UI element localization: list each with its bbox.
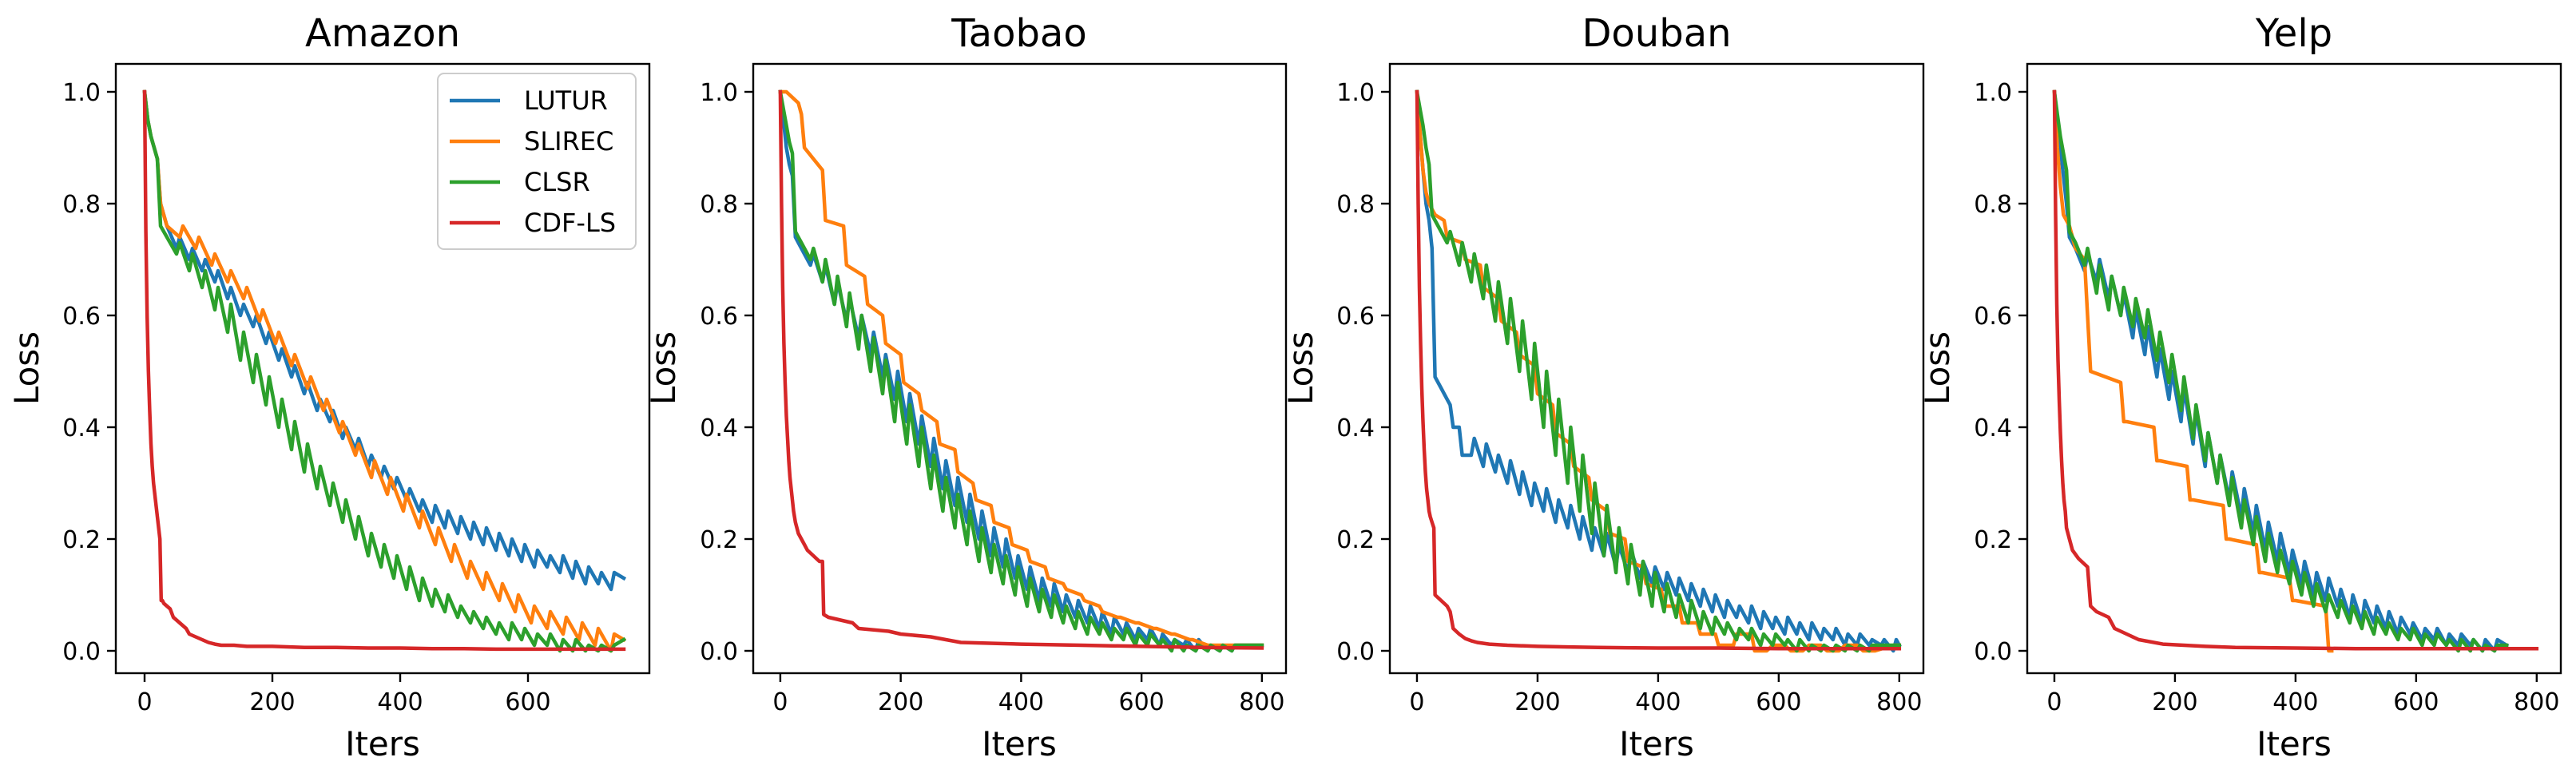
legend: LUTUR SLIREC CLSR CDF-LS bbox=[437, 73, 637, 250]
y-tick-label: 1.0 bbox=[62, 79, 101, 107]
x-axis-label: Iters bbox=[1619, 724, 1694, 763]
x-tick-label: 600 bbox=[2393, 688, 2439, 716]
y-tick-label: 1.0 bbox=[700, 79, 738, 107]
x-tick-label: 400 bbox=[1635, 688, 1681, 716]
y-tick-label: 0.4 bbox=[1974, 414, 2012, 442]
plot-area bbox=[142, 89, 627, 653]
y-tick-label: 0.4 bbox=[700, 414, 738, 442]
y-tick-label: 0.2 bbox=[62, 526, 101, 554]
plot-area bbox=[1415, 89, 1902, 653]
panel-title: Douban bbox=[1582, 11, 1731, 56]
y-tick-label: 0.8 bbox=[62, 191, 101, 219]
y-tick-label: 0.6 bbox=[1336, 303, 1375, 331]
tick-layer: 0 200 400 600 800 0.0 0.2 0.4 0.6 0.8 1.0 bbox=[1974, 79, 2559, 716]
x-tick-label: 400 bbox=[377, 688, 423, 716]
series-line-cdf-ls bbox=[1415, 89, 1902, 651]
series-line-lutur bbox=[142, 89, 627, 592]
x-tick-label: 600 bbox=[1118, 688, 1164, 716]
x-tick-label: 0 bbox=[2046, 688, 2062, 716]
series-line-slirec bbox=[142, 89, 627, 653]
x-tick-label: 600 bbox=[1756, 688, 1801, 716]
y-tick-label: 0.2 bbox=[700, 526, 738, 554]
y-tick-label: 0.6 bbox=[1974, 303, 2012, 331]
axes-frame bbox=[752, 62, 1288, 675]
panel-title: Amazon bbox=[305, 11, 460, 56]
x-axis-label: Iters bbox=[345, 724, 420, 763]
panel-douban: Douban Iters Loss 0 200 400 600 800 0.0 0.2 0.4… bbox=[1281, 11, 1925, 763]
y-tick-label: 0.8 bbox=[1336, 191, 1375, 219]
y-axis-label: Loss bbox=[1281, 331, 1320, 405]
plot-area bbox=[2052, 89, 2539, 653]
x-tick-label: 200 bbox=[249, 688, 295, 716]
legend-box bbox=[437, 73, 637, 250]
x-tick-label: 0 bbox=[137, 688, 152, 716]
series-line-cdf-ls bbox=[778, 89, 1264, 650]
y-tick-label: 0.0 bbox=[700, 638, 738, 666]
series-line-clsr bbox=[2052, 89, 2509, 653]
x-tick-label: 400 bbox=[998, 688, 1044, 716]
y-tick-label: 0.2 bbox=[1336, 526, 1375, 554]
y-tick-label: 0.6 bbox=[62, 303, 101, 331]
legend-label-clsr: CLSR bbox=[524, 167, 590, 197]
x-axis-label: Iters bbox=[2256, 724, 2332, 763]
plot-area bbox=[778, 89, 1264, 653]
y-tick-label: 0.8 bbox=[700, 191, 738, 219]
legend-label-slirec: SLIREC bbox=[524, 126, 613, 157]
tick-layer: 0 200 400 600 800 0.0 0.2 0.4 0.6 0.8 1.0 bbox=[1336, 79, 1922, 716]
axes-frame bbox=[114, 62, 651, 675]
y-tick-label: 0.6 bbox=[700, 303, 738, 331]
y-tick-label: 0.4 bbox=[62, 414, 101, 442]
axes-frame bbox=[2026, 62, 2562, 675]
x-tick-label: 200 bbox=[878, 688, 923, 716]
y-tick-label: 0.4 bbox=[1336, 414, 1375, 442]
series-line-clsr bbox=[1415, 89, 1902, 653]
legend-label-cdf-ls: CDF-LS bbox=[524, 208, 616, 238]
series-line-clsr bbox=[778, 89, 1264, 653]
x-tick-label: 200 bbox=[2152, 688, 2197, 716]
x-tick-label: 200 bbox=[1514, 688, 1560, 716]
axes-frame bbox=[1388, 62, 1925, 675]
y-tick-label: 0.0 bbox=[1974, 638, 2012, 666]
series-line-cdf-ls bbox=[2052, 89, 2539, 651]
y-tick-label: 1.0 bbox=[1336, 79, 1375, 107]
x-tick-label: 0 bbox=[1409, 688, 1424, 716]
series-line-slirec bbox=[778, 89, 1264, 648]
x-tick-label: 800 bbox=[1239, 688, 1284, 716]
tick-layer: 0 200 400 600 0.0 0.2 0.4 0.6 0.8 1.0 bbox=[62, 79, 550, 716]
x-axis-label: Iters bbox=[982, 724, 1057, 763]
y-tick-label: 0.2 bbox=[1974, 526, 2012, 554]
x-tick-label: 800 bbox=[1876, 688, 1922, 716]
panel-taobao: Taobao Iters Loss 0 200 400 600 800 0.0 0.2 0.4… bbox=[644, 11, 1288, 763]
panel-yelp: Yelp Iters Loss 0 200 400 600 800 0.0 0.2 0.4 0.… bbox=[1918, 11, 2562, 763]
y-axis-label: Loss bbox=[1918, 331, 1957, 405]
y-tick-label: 0.0 bbox=[1336, 638, 1375, 666]
panel-title: Yelp bbox=[2255, 11, 2332, 56]
y-axis-label: Loss bbox=[644, 331, 683, 405]
y-tick-label: 0.0 bbox=[62, 638, 101, 666]
y-axis-label: Loss bbox=[7, 331, 46, 405]
series-line-cdf-ls bbox=[142, 89, 626, 652]
y-tick-label: 0.8 bbox=[1974, 191, 2012, 219]
legend-label-lutur: LUTUR bbox=[524, 85, 608, 116]
x-tick-label: 0 bbox=[772, 688, 788, 716]
x-tick-label: 600 bbox=[505, 688, 550, 716]
tick-layer: 0 200 400 600 800 0.0 0.2 0.4 0.6 0.8 1.0 bbox=[700, 79, 1284, 716]
panel-title: Taobao bbox=[951, 11, 1086, 56]
panel-amazon: Amazon Iters Loss 0 200 400 600 0.0 0.2 0.4 0.6… bbox=[7, 11, 651, 763]
series-line-clsr bbox=[142, 89, 627, 653]
x-tick-label: 800 bbox=[2514, 688, 2559, 716]
y-tick-label: 1.0 bbox=[1974, 79, 2012, 107]
x-tick-label: 400 bbox=[2272, 688, 2318, 716]
